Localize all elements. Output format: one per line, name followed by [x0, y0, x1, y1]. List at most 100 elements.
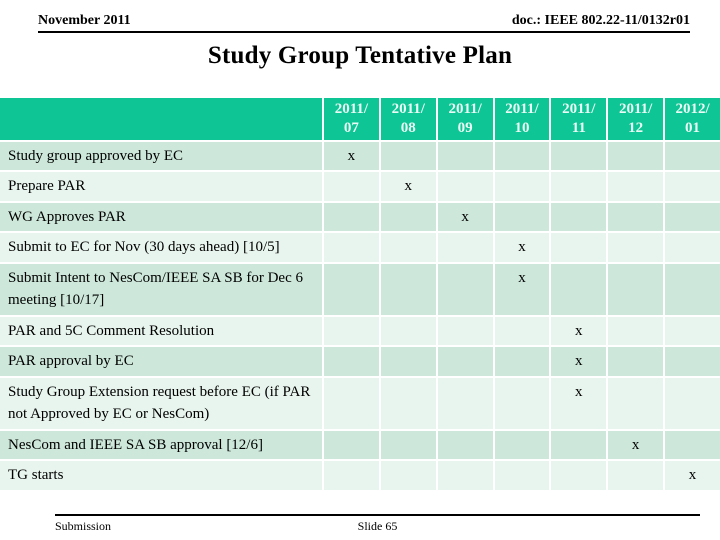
empty-cell [665, 172, 720, 201]
empty-cell [608, 233, 664, 262]
empty-cell [608, 202, 664, 231]
header-doc-number: doc.: IEEE 802.22-11/0132r01 [511, 13, 690, 28]
mark-cell: x [324, 141, 379, 170]
empty-cell [437, 172, 493, 201]
empty-cell [380, 461, 436, 490]
empty-cell [665, 233, 720, 262]
mark-cell: x [437, 202, 493, 231]
column-header-2011-11: 2011/11 [551, 98, 607, 140]
empty-cell [380, 263, 436, 315]
empty-cell [608, 172, 664, 201]
empty-cell [437, 461, 493, 490]
mark-cell: x [551, 377, 607, 429]
empty-cell [494, 141, 550, 170]
column-header-2011-09: 2011/09 [437, 98, 493, 140]
empty-cell [380, 202, 436, 231]
empty-cell [437, 347, 493, 376]
task-label: NesCom and IEEE SA SB approval [12/6] [0, 430, 322, 459]
empty-cell [665, 377, 720, 429]
empty-cell [324, 263, 379, 315]
empty-cell [324, 316, 379, 345]
empty-cell [551, 430, 607, 459]
mark-cell: x [608, 430, 664, 459]
mark-cell: x [494, 233, 550, 262]
empty-cell [324, 347, 379, 376]
empty-cell [608, 377, 664, 429]
empty-cell [551, 461, 607, 490]
empty-cell [324, 172, 379, 201]
empty-cell [608, 461, 664, 490]
empty-cell [380, 377, 436, 429]
empty-cell [437, 316, 493, 345]
empty-cell [494, 347, 550, 376]
table-row: TG starts x [0, 461, 720, 490]
empty-cell [324, 430, 379, 459]
task-label: TG starts [0, 461, 322, 490]
empty-cell [608, 141, 664, 170]
task-label: PAR and 5C Comment Resolution [0, 316, 322, 345]
table-row: Study group approved by EC x [0, 141, 720, 170]
empty-cell [324, 377, 379, 429]
slide-footer: Submission Slide 65 [55, 514, 700, 534]
table-row: PAR and 5C Comment Resolution x [0, 316, 720, 345]
tentative-plan-table: 2011/07 2011/08 2011/09 2011/10 2011/11 2011/… [0, 98, 720, 490]
empty-cell [380, 430, 436, 459]
empty-cell [324, 461, 379, 490]
empty-cell [608, 316, 664, 345]
column-header-2011-08: 2011/08 [380, 98, 436, 140]
column-header-2012-01: 2012/01 [665, 98, 720, 140]
empty-cell [437, 377, 493, 429]
task-column-header [0, 98, 322, 140]
task-label: WG Approves PAR [0, 202, 322, 231]
empty-cell [551, 141, 607, 170]
footer-slide-number: Slide 65 [357, 519, 398, 533]
table-body: Study group approved by EC x Prepare PAR x W… [0, 141, 720, 490]
footer-spacer [485, 519, 700, 534]
table-row: Submit to EC for Nov (30 days ahead) [10… [0, 233, 720, 262]
task-label: Study group approved by EC [0, 141, 322, 170]
empty-cell [608, 347, 664, 376]
page-title: Study Group Tentative Plan [207, 42, 513, 69]
column-header-2011-12: 2011/12 [608, 98, 664, 140]
empty-cell [324, 202, 379, 231]
mark-cell: x [494, 263, 550, 315]
empty-cell [494, 316, 550, 345]
empty-cell [665, 202, 720, 231]
task-label: PAR approval by EC [0, 347, 322, 376]
task-label: Submit Intent to NesCom/IEEE SA SB for D… [0, 263, 322, 315]
table-row: WG Approves PAR x [0, 202, 720, 231]
empty-cell [494, 430, 550, 459]
mark-cell: x [551, 316, 607, 345]
empty-cell [437, 430, 493, 459]
table-row: PAR approval by EC x [0, 347, 720, 376]
column-header-2011-07: 2011/07 [324, 98, 379, 140]
footer-submission-label: Submission [55, 519, 112, 533]
table-head: 2011/07 2011/08 2011/09 2011/10 2011/11 2011/… [0, 98, 720, 140]
empty-cell [494, 461, 550, 490]
header-date: November 2011 [38, 13, 131, 28]
empty-cell [380, 233, 436, 262]
table-row: Submit Intent to NesCom/IEEE SA SB for D… [0, 263, 720, 315]
empty-cell [551, 233, 607, 262]
empty-cell [437, 141, 493, 170]
empty-cell [494, 172, 550, 201]
column-header-row: 2011/07 2011/08 2011/09 2011/10 2011/11 2011/… [0, 98, 720, 140]
empty-cell [665, 263, 720, 315]
empty-cell [608, 263, 664, 315]
empty-cell [665, 316, 720, 345]
table-row: Prepare PAR x [0, 172, 720, 201]
task-label: Submit to EC for Nov (30 days ahead) [10… [0, 233, 322, 262]
slide-header: November 2011 doc.: IEEE 802.22-11/0132r… [38, 13, 690, 33]
empty-cell [551, 263, 607, 315]
column-header-2011-10: 2011/10 [494, 98, 550, 140]
empty-cell [437, 263, 493, 315]
table-row: NesCom and IEEE SA SB approval [12/6] x [0, 430, 720, 459]
mark-cell: x [665, 461, 720, 490]
table-row: Study Group Extension request before EC … [0, 377, 720, 429]
empty-cell [665, 347, 720, 376]
plan-table-container: 2011/07 2011/08 2011/09 2011/10 2011/11 2011/… [0, 98, 720, 490]
empty-cell [380, 141, 436, 170]
empty-cell [380, 347, 436, 376]
task-label: Study Group Extension request before EC … [0, 377, 322, 429]
